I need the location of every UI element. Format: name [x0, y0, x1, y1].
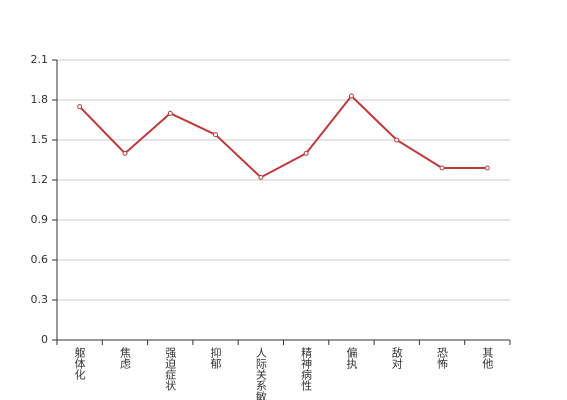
- y-tick-label: 1.5: [31, 133, 49, 146]
- y-tick-label: 1.8: [31, 93, 49, 106]
- y-tick-label: 0.9: [31, 213, 49, 226]
- point: [394, 137, 400, 143]
- y-tick-label: 2.1: [31, 53, 49, 66]
- x-tick-label: 恐怖: [436, 347, 449, 369]
- x-tick-label: 敌对: [390, 346, 403, 369]
- y-tick-label: 1.2: [31, 173, 49, 186]
- series-line: [78, 94, 488, 179]
- point: [167, 110, 173, 116]
- y-tick-label: 0.6: [31, 253, 49, 266]
- point: [122, 150, 128, 156]
- point: [303, 150, 309, 156]
- point: [258, 174, 264, 180]
- point: [484, 165, 490, 171]
- x-tick-label: 强迫症状: [164, 347, 177, 391]
- x-tick-label: 其他: [481, 347, 494, 369]
- x-tick-label: 抑郁: [209, 346, 222, 369]
- x-tick-label: 偏执: [345, 346, 358, 370]
- point: [439, 165, 445, 171]
- point: [348, 93, 354, 99]
- x-tick-label: 焦虑: [118, 347, 131, 369]
- x-tick-label: 人际关系敏感: [254, 347, 267, 400]
- y-tick-label: 0.3: [31, 293, 49, 306]
- point: [213, 132, 219, 138]
- x-tick-label: 精神病性: [300, 347, 313, 392]
- point: [77, 104, 83, 110]
- x-tick-label: 躯体化: [73, 347, 86, 381]
- y-tick-label: 0: [41, 333, 48, 346]
